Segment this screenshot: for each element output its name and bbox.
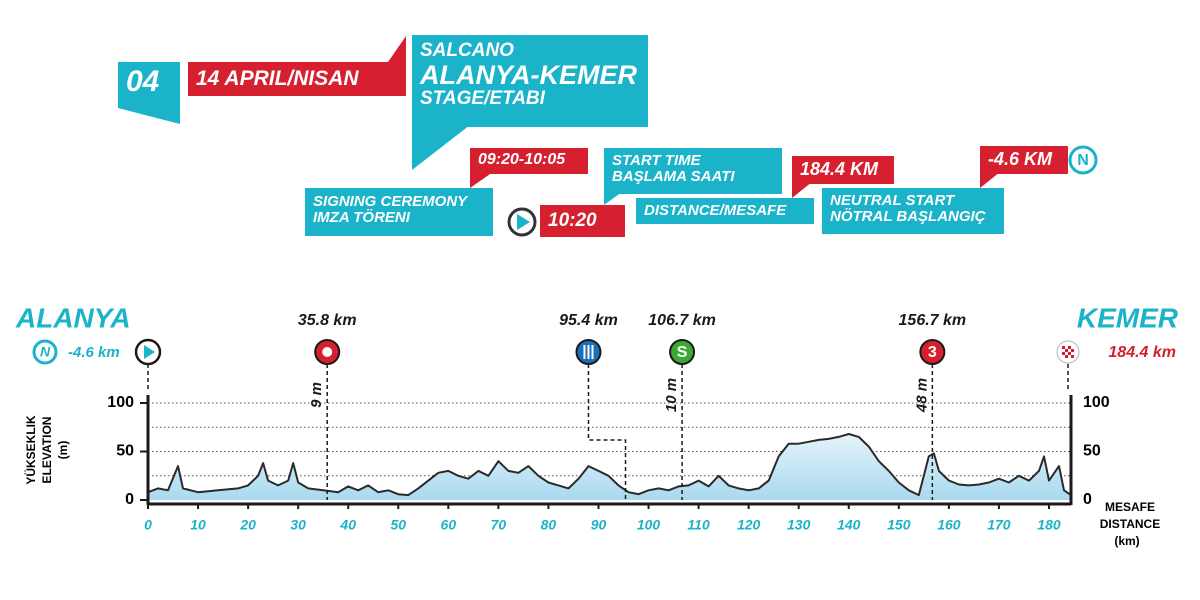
distance: 184.4 KM — [792, 156, 894, 184]
finish-icon — [1068, 346, 1071, 349]
x-tick-label: 20 — [239, 517, 256, 533]
x-tick-label: 140 — [837, 517, 861, 533]
elevation-area — [148, 434, 1071, 500]
height-label: 48 m — [913, 378, 930, 413]
start-box: START TIME BAŞLAMA SAATI — [604, 148, 782, 194]
x-tick-label: 120 — [737, 517, 761, 533]
tail — [118, 108, 180, 124]
finish-city: KEMER — [1077, 302, 1179, 333]
x-tick-label: 130 — [787, 517, 811, 533]
finish-icon — [1071, 355, 1074, 358]
route: ALANYA-KEMER — [420, 59, 637, 90]
tail — [470, 172, 493, 188]
elevation-line — [147, 433, 1072, 497]
start-icon — [144, 345, 155, 359]
y-tick-label: 100 — [1083, 394, 1110, 411]
signing-box: SIGNING CEREMONY IMZA TÖRENI — [305, 188, 493, 236]
y-tick-label: 100 — [107, 394, 134, 411]
x-tick-label: 30 — [290, 517, 306, 533]
y-label: YÜKSEKLIK — [23, 415, 38, 485]
start-label: START TIME — [612, 152, 701, 169]
sprint-glyph — [322, 347, 333, 357]
y-tick-label: 0 — [125, 491, 134, 508]
feed-zone — [587, 364, 627, 500]
x-tick-label: 0 — [144, 517, 152, 533]
marker-label: 106.7 km — [648, 312, 716, 329]
finish-icon — [1062, 346, 1065, 349]
neutral-icon — [1068, 145, 1098, 175]
signing-label: SIGNING CEREMONY — [313, 193, 468, 210]
x-tick-label: 150 — [887, 517, 911, 533]
neutral-symbol: N — [1077, 152, 1089, 169]
neutral-label: NEUTRAL START — [830, 192, 955, 209]
title-box: SALCANO ALANYA-KEMER STAGE/ETABI — [412, 35, 648, 127]
marker-icon — [919, 339, 946, 365]
x-tick-label: 110 — [687, 517, 710, 533]
x-label: MESAFE — [1105, 500, 1155, 514]
neutral-box: NEUTRAL START NÖTRAL BAŞLANGIÇ — [822, 188, 1004, 234]
finish-icon — [1065, 355, 1068, 358]
x-tick-label: 90 — [591, 517, 607, 533]
x-tick-label: 40 — [339, 517, 356, 533]
tail — [792, 182, 812, 198]
x-tick-label: 180 — [1037, 517, 1061, 533]
finish-icon — [1071, 349, 1074, 352]
tail — [388, 36, 406, 62]
tail — [412, 125, 470, 170]
start-city: ALANYA — [15, 302, 131, 333]
start-label: -4.6 km — [68, 344, 120, 361]
neutral-symbol: N — [40, 344, 51, 360]
x-tick-label: 80 — [541, 517, 557, 533]
neutral-label: NÖTRAL BAŞLANGIÇ — [830, 207, 986, 225]
x-label: DISTANCE — [1100, 517, 1160, 531]
sponsor: SALCANO — [420, 40, 514, 61]
marker-label: 35.8 km — [298, 312, 357, 329]
y-tick-label: 0 — [1083, 491, 1092, 508]
neutral-distance: -4.6 KM — [980, 146, 1068, 174]
height-label: 9 m — [308, 382, 325, 408]
neutral-icon — [32, 339, 58, 365]
x-tick-label: 160 — [937, 517, 961, 533]
x-tick-label: 70 — [491, 517, 507, 533]
finish-icon — [1068, 352, 1071, 355]
stage-label: STAGE/ETABI — [420, 88, 545, 110]
start-label: BAŞLAMA SAATI — [612, 167, 735, 185]
x-tick-label: 50 — [390, 517, 406, 533]
height-label: 10 m — [663, 378, 680, 412]
tail — [980, 172, 1000, 188]
finish-label: 184.4 km — [1108, 344, 1176, 361]
start-time: 10:20 — [540, 205, 625, 237]
marker-label: 156.7 km — [899, 312, 967, 329]
tail — [604, 192, 622, 205]
marker-symbol: 3 — [928, 344, 937, 361]
signing-time: 09:20-10:05 — [470, 148, 588, 174]
x-tick-label: 100 — [637, 517, 661, 533]
marker-symbol: S — [677, 344, 688, 361]
stage-number: 04 — [118, 62, 180, 108]
signing-label: IMZA TÖRENI — [313, 208, 410, 226]
distance-label: DISTANCE/MESAFE — [636, 198, 814, 224]
play-icon — [517, 214, 530, 230]
finish-icon — [1065, 349, 1068, 352]
date: 14 APRIL/NISAN — [188, 62, 406, 96]
x-label: (km) — [1114, 534, 1139, 548]
x-tick-label: 60 — [441, 517, 457, 533]
x-tick-label: 170 — [987, 517, 1011, 533]
marker-label: 95.4 km — [559, 312, 618, 329]
marker-icon — [669, 339, 696, 365]
y-tick-label: 50 — [116, 443, 134, 460]
y-label: (m) — [56, 441, 70, 460]
x-tick-label: 10 — [190, 517, 206, 533]
y-tick-label: 50 — [1083, 443, 1101, 460]
finish-icon — [1062, 352, 1065, 355]
y-label: ELEVATION — [40, 417, 54, 484]
